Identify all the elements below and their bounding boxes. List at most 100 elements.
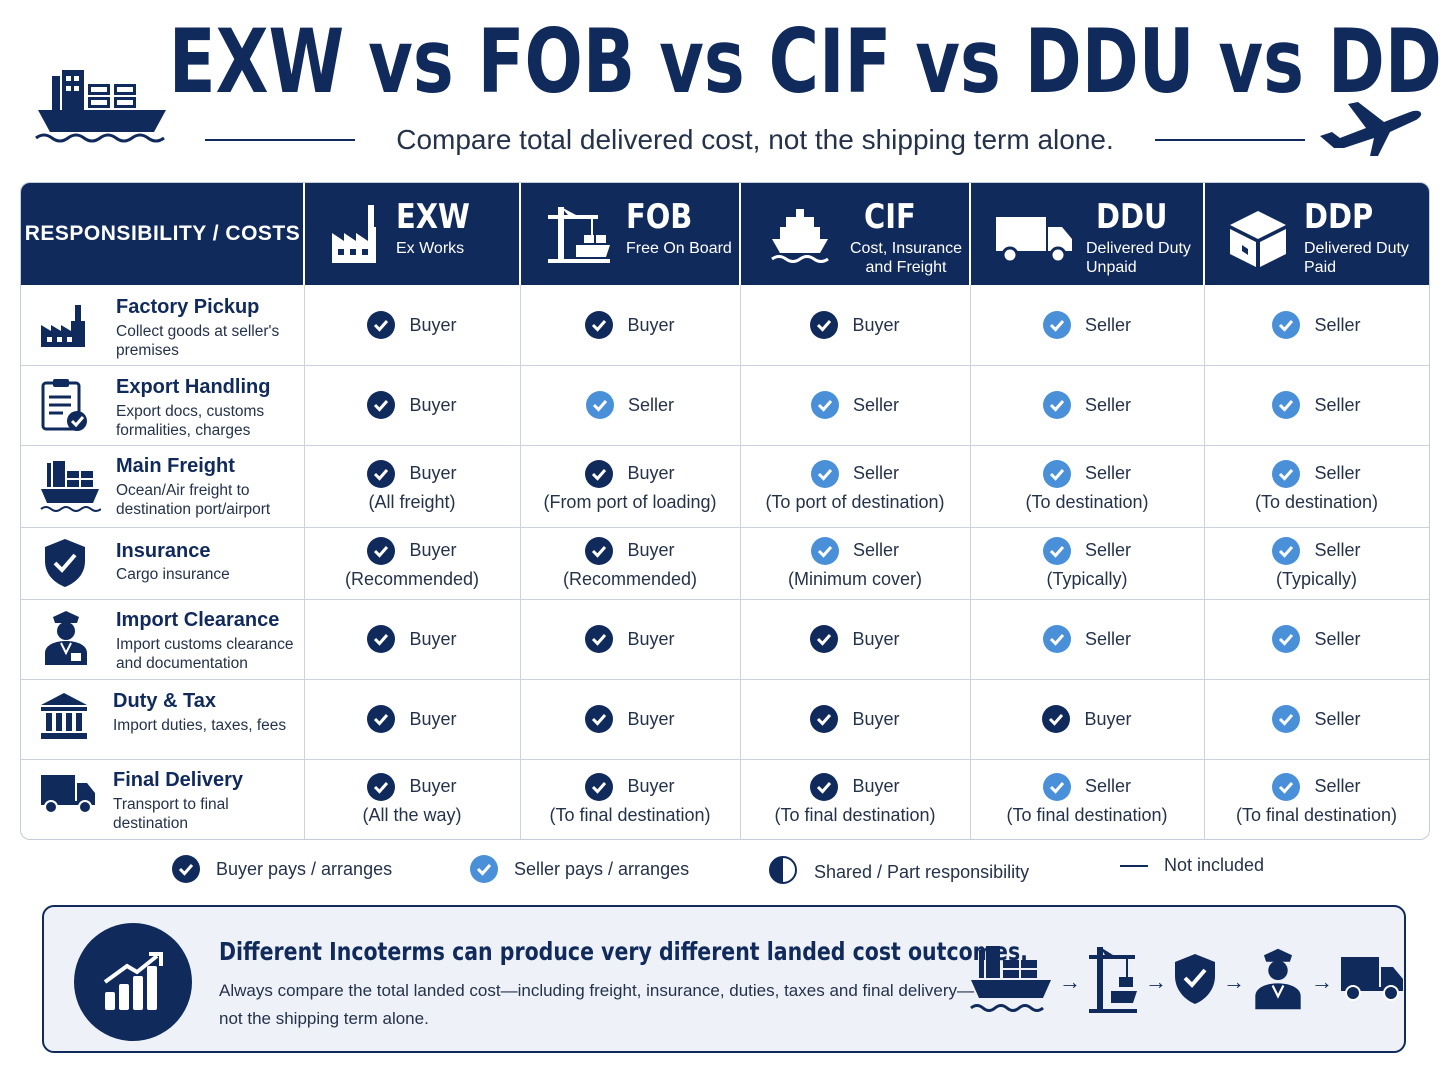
legend-item-seller: Seller pays / arranges (470, 855, 689, 883)
column-header-fob: FOB Free On Board (520, 183, 740, 285)
table-cell: Seller (Typically) (970, 527, 1204, 599)
cell-label: Buyer (409, 540, 457, 560)
buyer-check-icon (367, 391, 396, 419)
corner-header: RESPONSIBILITY / COSTS (21, 183, 304, 285)
cell-note: (To final destination) (549, 804, 711, 825)
table-cell: Buyer (To final destination) (520, 759, 740, 839)
table-cell: Seller (1204, 365, 1429, 445)
cell-label: Seller (1314, 540, 1361, 560)
cell-note: (All the way) (362, 804, 462, 825)
cell-party: Buyer (810, 772, 900, 801)
cell-note: (Recommended) (344, 568, 480, 589)
seller-check-icon (1042, 772, 1071, 801)
arrow-right-icon: → (1223, 968, 1245, 994)
seller-check-icon (1042, 311, 1071, 339)
truck-icon (994, 213, 1074, 270)
legend-label: Seller pays / arranges (514, 858, 690, 879)
customs-officer-icon (41, 609, 91, 672)
buyer-check-icon (172, 855, 200, 883)
port-crane-icon (546, 203, 612, 270)
cargo-ship-icon (39, 459, 102, 518)
column-name: Cost, Insurance and Freight (849, 240, 963, 276)
row-divider (21, 759, 1429, 760)
row-label-duty-tax: Duty & Tax Import duties, taxes, fees (21, 679, 304, 759)
seller-check-icon (1042, 391, 1071, 419)
cell-note: (From port of loading) (543, 491, 717, 512)
table-cell: Seller (To final destination) (1204, 759, 1429, 839)
column-name: Delivered Duty Paid (1304, 240, 1409, 276)
row-description: Transport to final destination (113, 796, 229, 832)
cell-party: Seller (1042, 391, 1131, 419)
buyer-check-icon (585, 536, 614, 565)
arrow-right-icon: → (1145, 968, 1167, 994)
arrow-right-icon: → (1311, 968, 1333, 994)
cell-note: (To final destination) (1235, 804, 1398, 825)
column-divider (520, 285, 521, 839)
table-cell: Seller (970, 365, 1204, 445)
row-title: Duty & Tax (113, 690, 216, 712)
customs-officer-icon (1251, 946, 1305, 1017)
table-cell: Seller (970, 285, 1204, 365)
cell-note: (To port of destination) (765, 491, 945, 512)
table-cell: Seller (To final destination) (970, 759, 1204, 839)
seller-check-icon (1042, 536, 1071, 565)
buyer-check-icon (585, 625, 614, 653)
cell-party: Buyer (367, 772, 457, 801)
cell-label: Seller (1084, 776, 1132, 796)
column-divider (1204, 285, 1205, 839)
table-cell: Buyer (To final destination) (740, 759, 970, 839)
cargo-ship-icon (969, 944, 1053, 1019)
legend-label: Shared / Part responsibility (814, 862, 1030, 882)
table-cell: Seller (970, 599, 1204, 679)
cell-label: Buyer (409, 463, 457, 483)
cell-party: Seller (585, 391, 674, 419)
row-description: Export docs, customs formalities, charge… (116, 403, 265, 439)
buyer-check-icon (810, 772, 839, 801)
delivery-truck-icon (39, 773, 97, 820)
cell-note: (To destination) (1025, 491, 1149, 512)
cell-label: Seller (1314, 776, 1361, 796)
cell-label: Buyer (852, 708, 900, 729)
cell-party: Seller (1042, 625, 1131, 653)
row-title: Final Delivery (113, 769, 244, 791)
cell-party: Buyer (1042, 705, 1132, 733)
table-cell: Buyer (304, 679, 520, 759)
arrow-right-icon: → (1059, 968, 1081, 994)
cell-note: (Recommended) (562, 568, 698, 589)
cell-party: Buyer (367, 391, 457, 419)
cell-label: Seller (1084, 540, 1132, 560)
buyer-check-icon (810, 311, 839, 339)
column-header-ddp: DDP Delivered Duty Paid (1204, 183, 1429, 285)
factory-icon (39, 303, 89, 354)
seller-check-icon (810, 391, 839, 419)
cell-label: Seller (852, 540, 900, 560)
column-name: Delivered Duty Unpaid (1086, 240, 1191, 276)
legend: Buyer pays / arranges Seller pays / arra… (0, 855, 1448, 887)
table-cell: Buyer (304, 599, 520, 679)
table-cell: Buyer (970, 679, 1204, 759)
seller-check-icon (810, 536, 839, 565)
row-divider (21, 527, 1429, 528)
airplane-logo-icon (1318, 92, 1426, 163)
cell-label: Buyer (627, 628, 675, 649)
row-description: Import customs clearance and documentati… (116, 636, 294, 672)
table-cell: Buyer (All freight) (304, 445, 520, 527)
cell-label: Buyer (409, 314, 457, 335)
dash-icon (1120, 864, 1148, 867)
seller-check-icon (1272, 459, 1301, 488)
subtitle-rule-left (205, 139, 355, 141)
package-icon (1228, 209, 1288, 274)
seller-check-icon (1272, 311, 1301, 339)
buyer-check-icon (367, 459, 396, 488)
cell-party: Seller (1042, 459, 1131, 488)
seller-check-icon (1272, 391, 1301, 419)
cell-label: Buyer (852, 628, 900, 649)
table-cell: Buyer (Recommended) (304, 527, 520, 599)
cell-label: Buyer (409, 776, 457, 796)
subtitle-rule-right (1155, 139, 1305, 141)
subtitle-row: Compare total delivered cost, not the sh… (205, 118, 1305, 162)
table-cell: Seller (Minimum cover) (740, 527, 970, 599)
cell-party: Buyer (585, 625, 675, 653)
buyer-check-icon (367, 536, 396, 565)
process-flow: → → → → (969, 943, 1405, 1020)
